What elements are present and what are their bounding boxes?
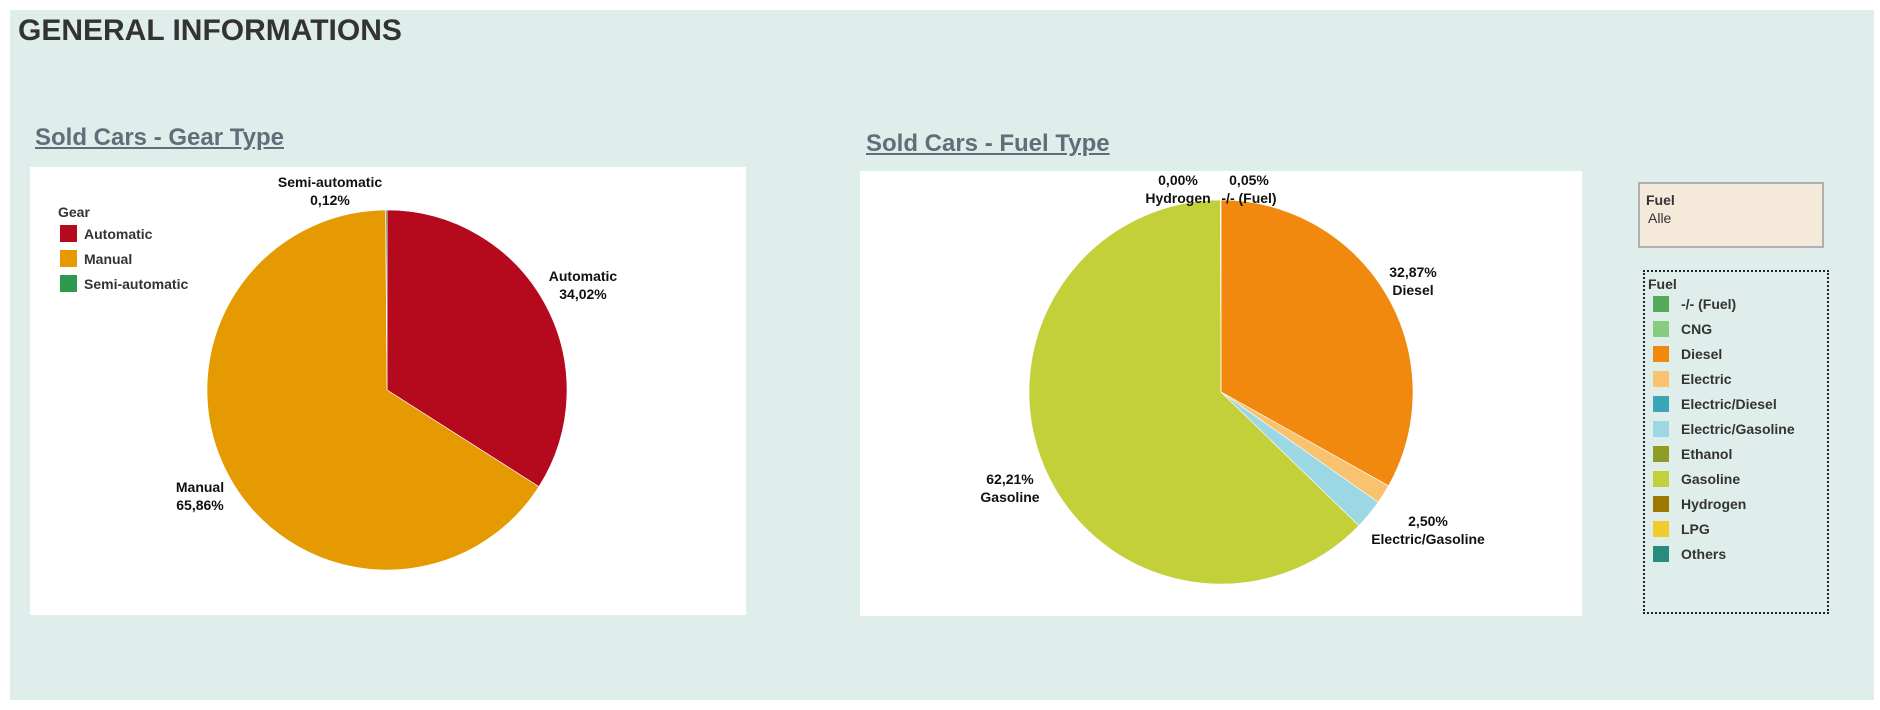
fuel-filter-title: Fuel — [1646, 192, 1675, 208]
fuel-legend-label: -/- (Fuel) — [1681, 296, 1737, 312]
fuel-legend: Fuel -/- (Fuel) CNG Diesel Electric Electric… — [1643, 270, 1829, 614]
fuel-filter-value[interactable]: Alle — [1648, 210, 1672, 226]
fuel-legend-swatch — [1653, 546, 1669, 562]
fuel-legend-swatch — [1653, 446, 1669, 462]
fuel-legend-swatch — [1653, 321, 1669, 337]
fuel-legend-swatch — [1653, 421, 1669, 437]
gear-legend-label-automatic[interactable]: Automatic — [84, 226, 153, 242]
gear-chart-panel: Gear Automatic Manual Semi-automatic Automat… — [30, 167, 746, 615]
gear-legend-swatch-manual — [60, 250, 77, 267]
gear-legend-swatch-semi-automatic — [60, 275, 77, 292]
fuel-data-label-electric-gasoline: 2,50% Electric/Gasoline — [1371, 513, 1485, 547]
fuel-legend-label: Diesel — [1681, 346, 1723, 362]
fuel-legend-swatch — [1653, 371, 1669, 387]
fuel-data-label-fuel: 0,05% -/- (Fuel) — [1221, 172, 1276, 206]
fuel-legend-swatch — [1653, 521, 1669, 537]
fuel-legend-swatch — [1653, 471, 1669, 487]
fuel-legend-label: Electric/Diesel — [1681, 396, 1777, 412]
fuel-legend-swatch — [1653, 496, 1669, 512]
gear-legend-title: Gear — [58, 204, 90, 220]
fuel-slice-gasoline[interactable] — [1028, 199, 1360, 585]
gear-legend-swatch-automatic — [60, 225, 77, 242]
gear-slice-automatic[interactable] — [386, 209, 568, 488]
gear-data-label-manual: Manual 65,86% — [176, 479, 224, 513]
fuel-chart-title: Sold Cars - Fuel Type — [866, 130, 1110, 157]
gear-slice-manual[interactable] — [206, 209, 540, 571]
fuel-legend-label: CNG — [1681, 321, 1713, 337]
fuel-data-label-hydrogen: 0,00% Hydrogen — [1145, 172, 1210, 206]
fuel-legend-swatch — [1653, 396, 1669, 412]
gear-chart-title: Sold Cars - Gear Type — [35, 124, 284, 151]
gear-data-label-semi-automatic: Semi-automatic 0,12% — [278, 174, 382, 208]
fuel-legend-label: Electric/Gasoline — [1681, 421, 1795, 437]
fuel-legend-label: Electric — [1681, 371, 1732, 387]
gear-pie-chart: Gear Automatic Manual Semi-automatic Automat… — [58, 174, 618, 571]
fuel-data-label-gasoline: 62,21% Gasoline — [980, 471, 1039, 505]
fuel-legend-label: Others — [1681, 546, 1727, 562]
page-title: GENERAL INFORMATIONS — [18, 14, 402, 47]
fuel-legend-swatch — [1653, 296, 1669, 312]
fuel-legend-label: LPG — [1681, 521, 1710, 537]
fuel-legend-label: Hydrogen — [1681, 496, 1747, 512]
fuel-legend-swatch — [1653, 346, 1669, 362]
fuel-legend-title: Fuel — [1648, 276, 1677, 292]
gear-legend-label-manual[interactable]: Manual — [84, 251, 132, 267]
fuel-slice-diesel[interactable] — [1220, 199, 1414, 487]
fuel-slice-fuel[interactable] — [1220, 199, 1222, 393]
gear-data-label-automatic: Automatic 34,02% — [549, 268, 618, 302]
gear-slice-semi-automatic[interactable] — [385, 209, 388, 391]
fuel-legend-label: Ethanol — [1681, 446, 1733, 462]
fuel-data-label-diesel: 32,87% Diesel — [1389, 264, 1437, 298]
fuel-chart-panel: 32,87% Diesel 2,50% Electric/Gasoline 62,21%… — [860, 171, 1582, 616]
fuel-filter[interactable]: Fuel Alle — [1638, 182, 1824, 248]
fuel-pie-chart: 32,87% Diesel 2,50% Electric/Gasoline 62,21%… — [980, 172, 1485, 585]
fuel-legend-label: Gasoline — [1681, 471, 1741, 487]
gear-legend-label-semi-automatic[interactable]: Semi-automatic — [84, 276, 188, 292]
